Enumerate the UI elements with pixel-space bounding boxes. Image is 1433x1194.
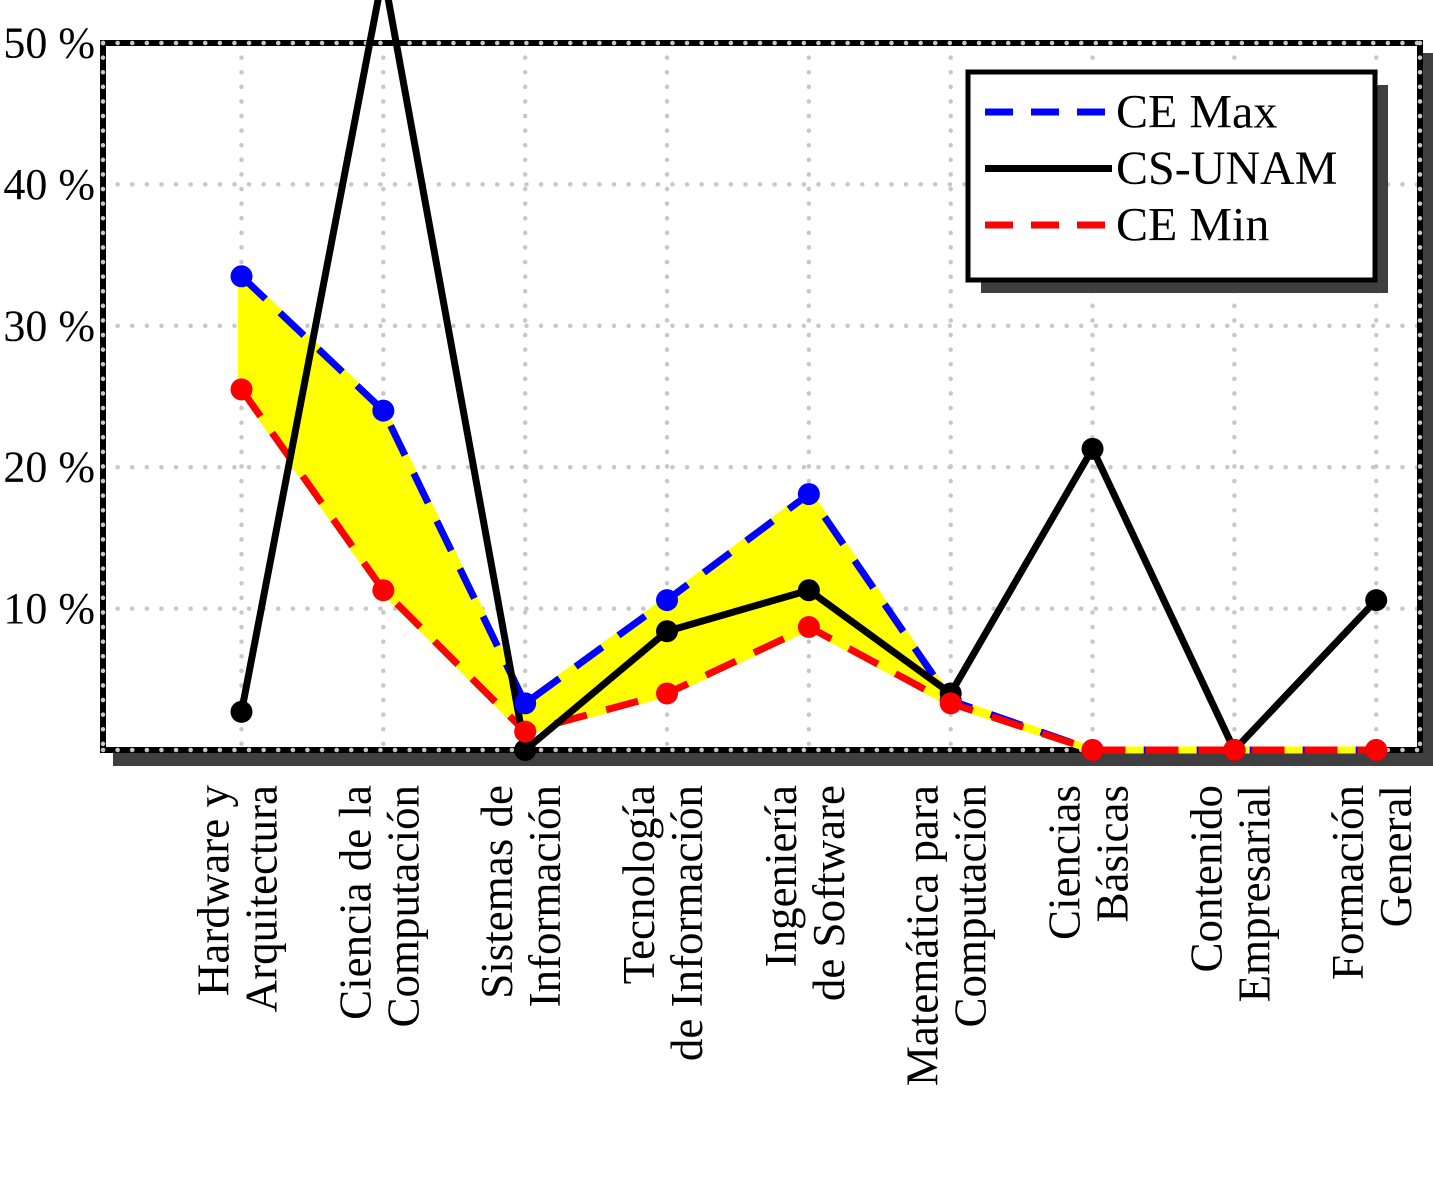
y-tick-label: 30 %	[3, 301, 95, 350]
x-category-label: FormaciónGeneral	[1323, 785, 1421, 980]
x-category-label-line: de Software	[804, 785, 854, 1001]
x-category-label: Sistemas deInformación	[472, 785, 570, 1007]
marker-ce-min	[1081, 739, 1104, 761]
x-category-label: Matemática paraComputación	[898, 785, 996, 1086]
marker-ce-max	[230, 265, 253, 288]
x-category-label-line: Ciencias	[1040, 785, 1090, 940]
x-category-label-line: Empresarial	[1229, 785, 1279, 1002]
x-category-label-line: Matemática para	[898, 785, 948, 1086]
x-category-label-line: Tecnología	[614, 785, 664, 984]
marker-ce-min	[230, 378, 253, 401]
x-category-label-line: General	[1371, 785, 1421, 927]
x-category-label: Tecnologíade Información	[614, 785, 712, 1061]
marker-ce-max	[514, 692, 537, 715]
x-category-label-line: Hardware y	[189, 785, 239, 997]
marker-ce-min	[1365, 739, 1388, 761]
marker-cs-unam	[797, 579, 820, 602]
x-category-label-line: Información	[520, 785, 570, 1007]
marker-ce-max	[797, 483, 820, 506]
x-category-label-line: Ciencia de la	[330, 785, 380, 1020]
x-category-label-line: Ingeniería	[756, 785, 806, 967]
marker-cs-unam	[1365, 589, 1388, 612]
marker-ce-max	[372, 399, 395, 422]
x-category-label-line: Arquitectura	[237, 785, 287, 1012]
marker-cs-unam	[656, 620, 679, 643]
y-tick-label: 40 %	[3, 160, 95, 209]
marker-ce-min	[372, 579, 395, 602]
y-tick-label: 20 %	[3, 443, 95, 492]
x-category-label: Hardware yArquitectura	[189, 785, 287, 1013]
y-tick-label: 10 %	[3, 584, 95, 633]
marker-ce-min	[1223, 739, 1246, 761]
x-category-label-line: Contenido	[1181, 785, 1231, 973]
marker-ce-min	[939, 692, 962, 715]
marker-cs-unam	[514, 739, 537, 761]
x-category-label: CienciasBásicas	[1040, 785, 1138, 940]
x-category-label-line: Formación	[1323, 785, 1373, 980]
y-tick-label: 50 %	[3, 19, 95, 68]
legend-label-ce-max: CE Max	[1116, 86, 1277, 139]
x-category-label-line: Sistemas de	[472, 785, 522, 999]
marker-ce-min	[514, 720, 537, 743]
x-category-label: Ciencia de laComputación	[330, 785, 428, 1027]
x-category-label-line: Básicas	[1088, 785, 1138, 922]
marker-ce-min	[797, 615, 820, 638]
marker-cs-unam	[1081, 437, 1104, 460]
legend-box	[965, 69, 1378, 283]
x-category-label: ContenidoEmpresarial	[1181, 785, 1279, 1002]
x-category-label-line: Computación	[946, 785, 996, 1027]
marker-cs-unam	[230, 700, 253, 723]
marker-ce-max	[656, 589, 679, 612]
marker-ce-min	[656, 682, 679, 705]
legend-label-ce-min: CE Min	[1116, 199, 1269, 252]
x-category-label-line: Computación	[378, 785, 428, 1027]
legend-label-cs-unam: CS-UNAM	[1116, 142, 1337, 195]
x-category-label: Ingenieríade Software	[756, 785, 854, 1001]
x-category-label-line: de Información	[662, 785, 712, 1061]
